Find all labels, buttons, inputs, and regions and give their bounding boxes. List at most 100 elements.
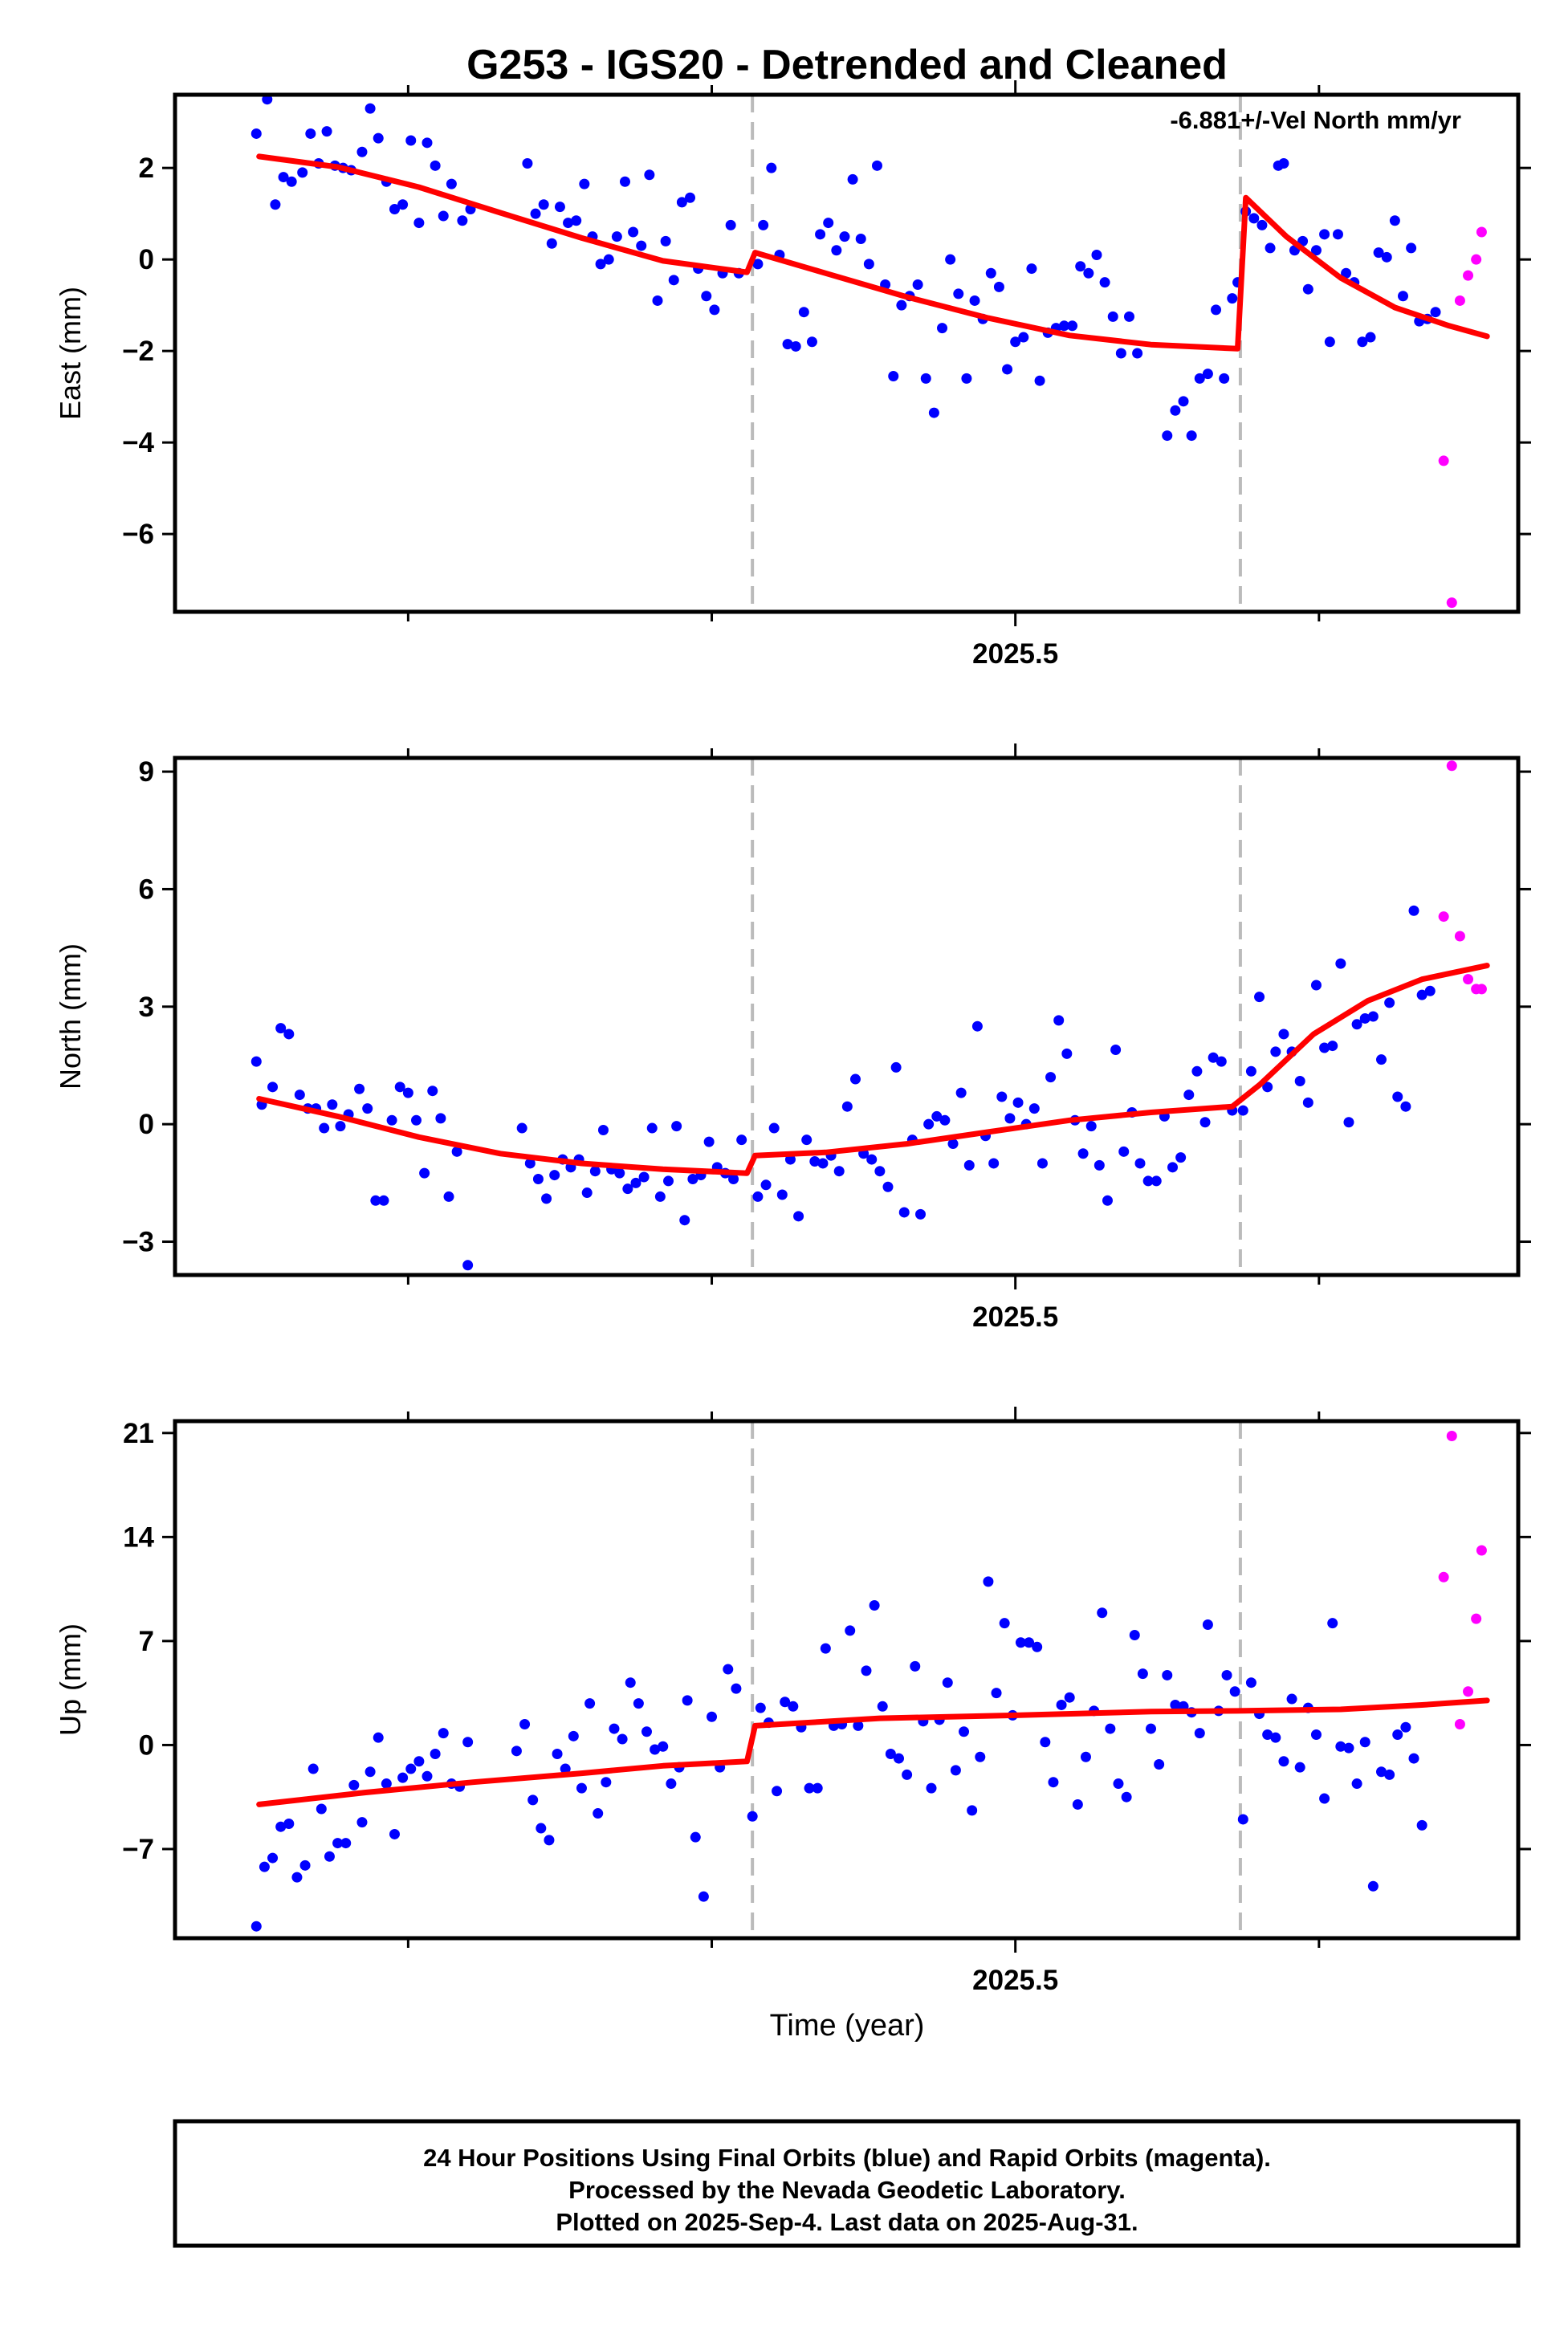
north-final-point (443, 1191, 454, 1202)
east-final-point (912, 279, 923, 291)
up-final-point (1162, 1669, 1173, 1680)
north-final-point (589, 1166, 601, 1177)
north-final-point (410, 1114, 422, 1126)
up-final-point (853, 1720, 864, 1731)
north-final-point (1375, 1054, 1387, 1065)
north-final-point (1237, 1105, 1248, 1116)
up-final-point (959, 1726, 970, 1737)
up-rapid-point (1463, 1686, 1474, 1697)
north-rapid-point (1438, 911, 1449, 923)
up-final-point (950, 1765, 961, 1776)
east-final-point (1132, 348, 1143, 359)
east-final-point (546, 238, 557, 249)
up-final-point (845, 1625, 856, 1636)
east-final-point (937, 323, 948, 334)
east-final-point (993, 281, 1004, 292)
east-final-point (1099, 277, 1110, 288)
up-final-point (1048, 1777, 1059, 1788)
east-final-point (1194, 373, 1205, 384)
up-final-point (650, 1744, 661, 1755)
up-final-point (1097, 1607, 1108, 1619)
up-final-point (1137, 1668, 1148, 1680)
east-final-point (438, 210, 449, 222)
north-final-point (1045, 1072, 1057, 1083)
up-final-point (658, 1741, 669, 1752)
east-y-tick-label: −2 (122, 336, 154, 367)
north-final-point (1216, 1056, 1227, 1067)
up-final-point (430, 1749, 441, 1760)
east-final-point (305, 128, 316, 139)
east-final-point (855, 234, 866, 245)
footer-box (173, 2119, 1521, 2248)
up-final-point (861, 1665, 872, 1676)
east-final-point (798, 307, 809, 318)
up-final-point (1032, 1641, 1043, 1652)
up-final-point (1237, 1814, 1248, 1825)
north-final-point (532, 1173, 544, 1184)
east-rapid-point (1438, 455, 1449, 466)
east-final-point (953, 288, 964, 299)
north-final-point (378, 1195, 389, 1206)
east-final-point (985, 267, 996, 279)
north-final-point (679, 1215, 690, 1226)
east-final-point (297, 167, 308, 178)
north-final-point (1245, 1065, 1256, 1077)
north-final-point (319, 1122, 330, 1134)
east-rapid-point (1446, 597, 1457, 609)
north-final-point (1384, 997, 1395, 1008)
up-final-point (1245, 1677, 1256, 1688)
east-final-point (1075, 261, 1086, 272)
up-final-point (413, 1756, 425, 1767)
north-final-point (793, 1211, 804, 1222)
east-final-point (356, 146, 368, 157)
north-final-point (988, 1158, 1000, 1169)
up-final-point (967, 1805, 978, 1816)
up-final-point (568, 1730, 579, 1741)
up-final-point (723, 1664, 734, 1675)
east-final-point (563, 218, 574, 229)
east-final-point (1319, 229, 1330, 240)
north-final-point (335, 1121, 346, 1132)
up-final-point (250, 1921, 262, 1932)
east-final-point (603, 254, 614, 265)
up-final-point (877, 1701, 888, 1712)
north-final-point (354, 1083, 365, 1094)
up-final-point (1194, 1728, 1205, 1739)
north-final-point (801, 1134, 813, 1146)
up-final-point (1129, 1629, 1140, 1640)
north-final-point (915, 1208, 927, 1220)
north-final-point (622, 1183, 633, 1195)
north-final-point (1167, 1162, 1179, 1173)
east-final-point (709, 304, 720, 316)
up-final-point (267, 1852, 279, 1864)
north-final-point (736, 1134, 747, 1146)
up-final-point (1351, 1778, 1362, 1790)
up-y-axis-label: Up (mm) (54, 1623, 87, 1736)
north-final-point (283, 1029, 295, 1040)
up-final-point (1015, 1637, 1026, 1648)
up-final-point (682, 1695, 693, 1706)
east-final-point (430, 160, 441, 171)
north-final-point (703, 1136, 715, 1147)
east-final-point (1373, 247, 1384, 259)
east-final-point (1211, 304, 1222, 316)
north-final-point (451, 1146, 462, 1157)
east-final-point (389, 203, 400, 214)
north-final-point (1351, 1019, 1362, 1030)
footer-line-1: 24 Hour Positions Using Final Orbits (bl… (423, 2144, 1271, 2172)
up-final-point (1080, 1751, 1091, 1762)
up-final-point (1400, 1721, 1411, 1733)
east-final-point (871, 160, 882, 171)
east-final-point (1332, 229, 1343, 240)
up-final-point (1170, 1699, 1181, 1710)
east-final-point (365, 103, 376, 114)
east-final-point (1091, 249, 1102, 260)
east-final-point (790, 340, 801, 352)
east-final-point (250, 128, 262, 139)
east-final-point (782, 339, 793, 350)
east-final-point (1010, 336, 1021, 348)
up-final-point (576, 1782, 587, 1794)
east-final-point (554, 202, 565, 213)
up-final-point (731, 1683, 742, 1694)
east-final-point (413, 218, 425, 229)
